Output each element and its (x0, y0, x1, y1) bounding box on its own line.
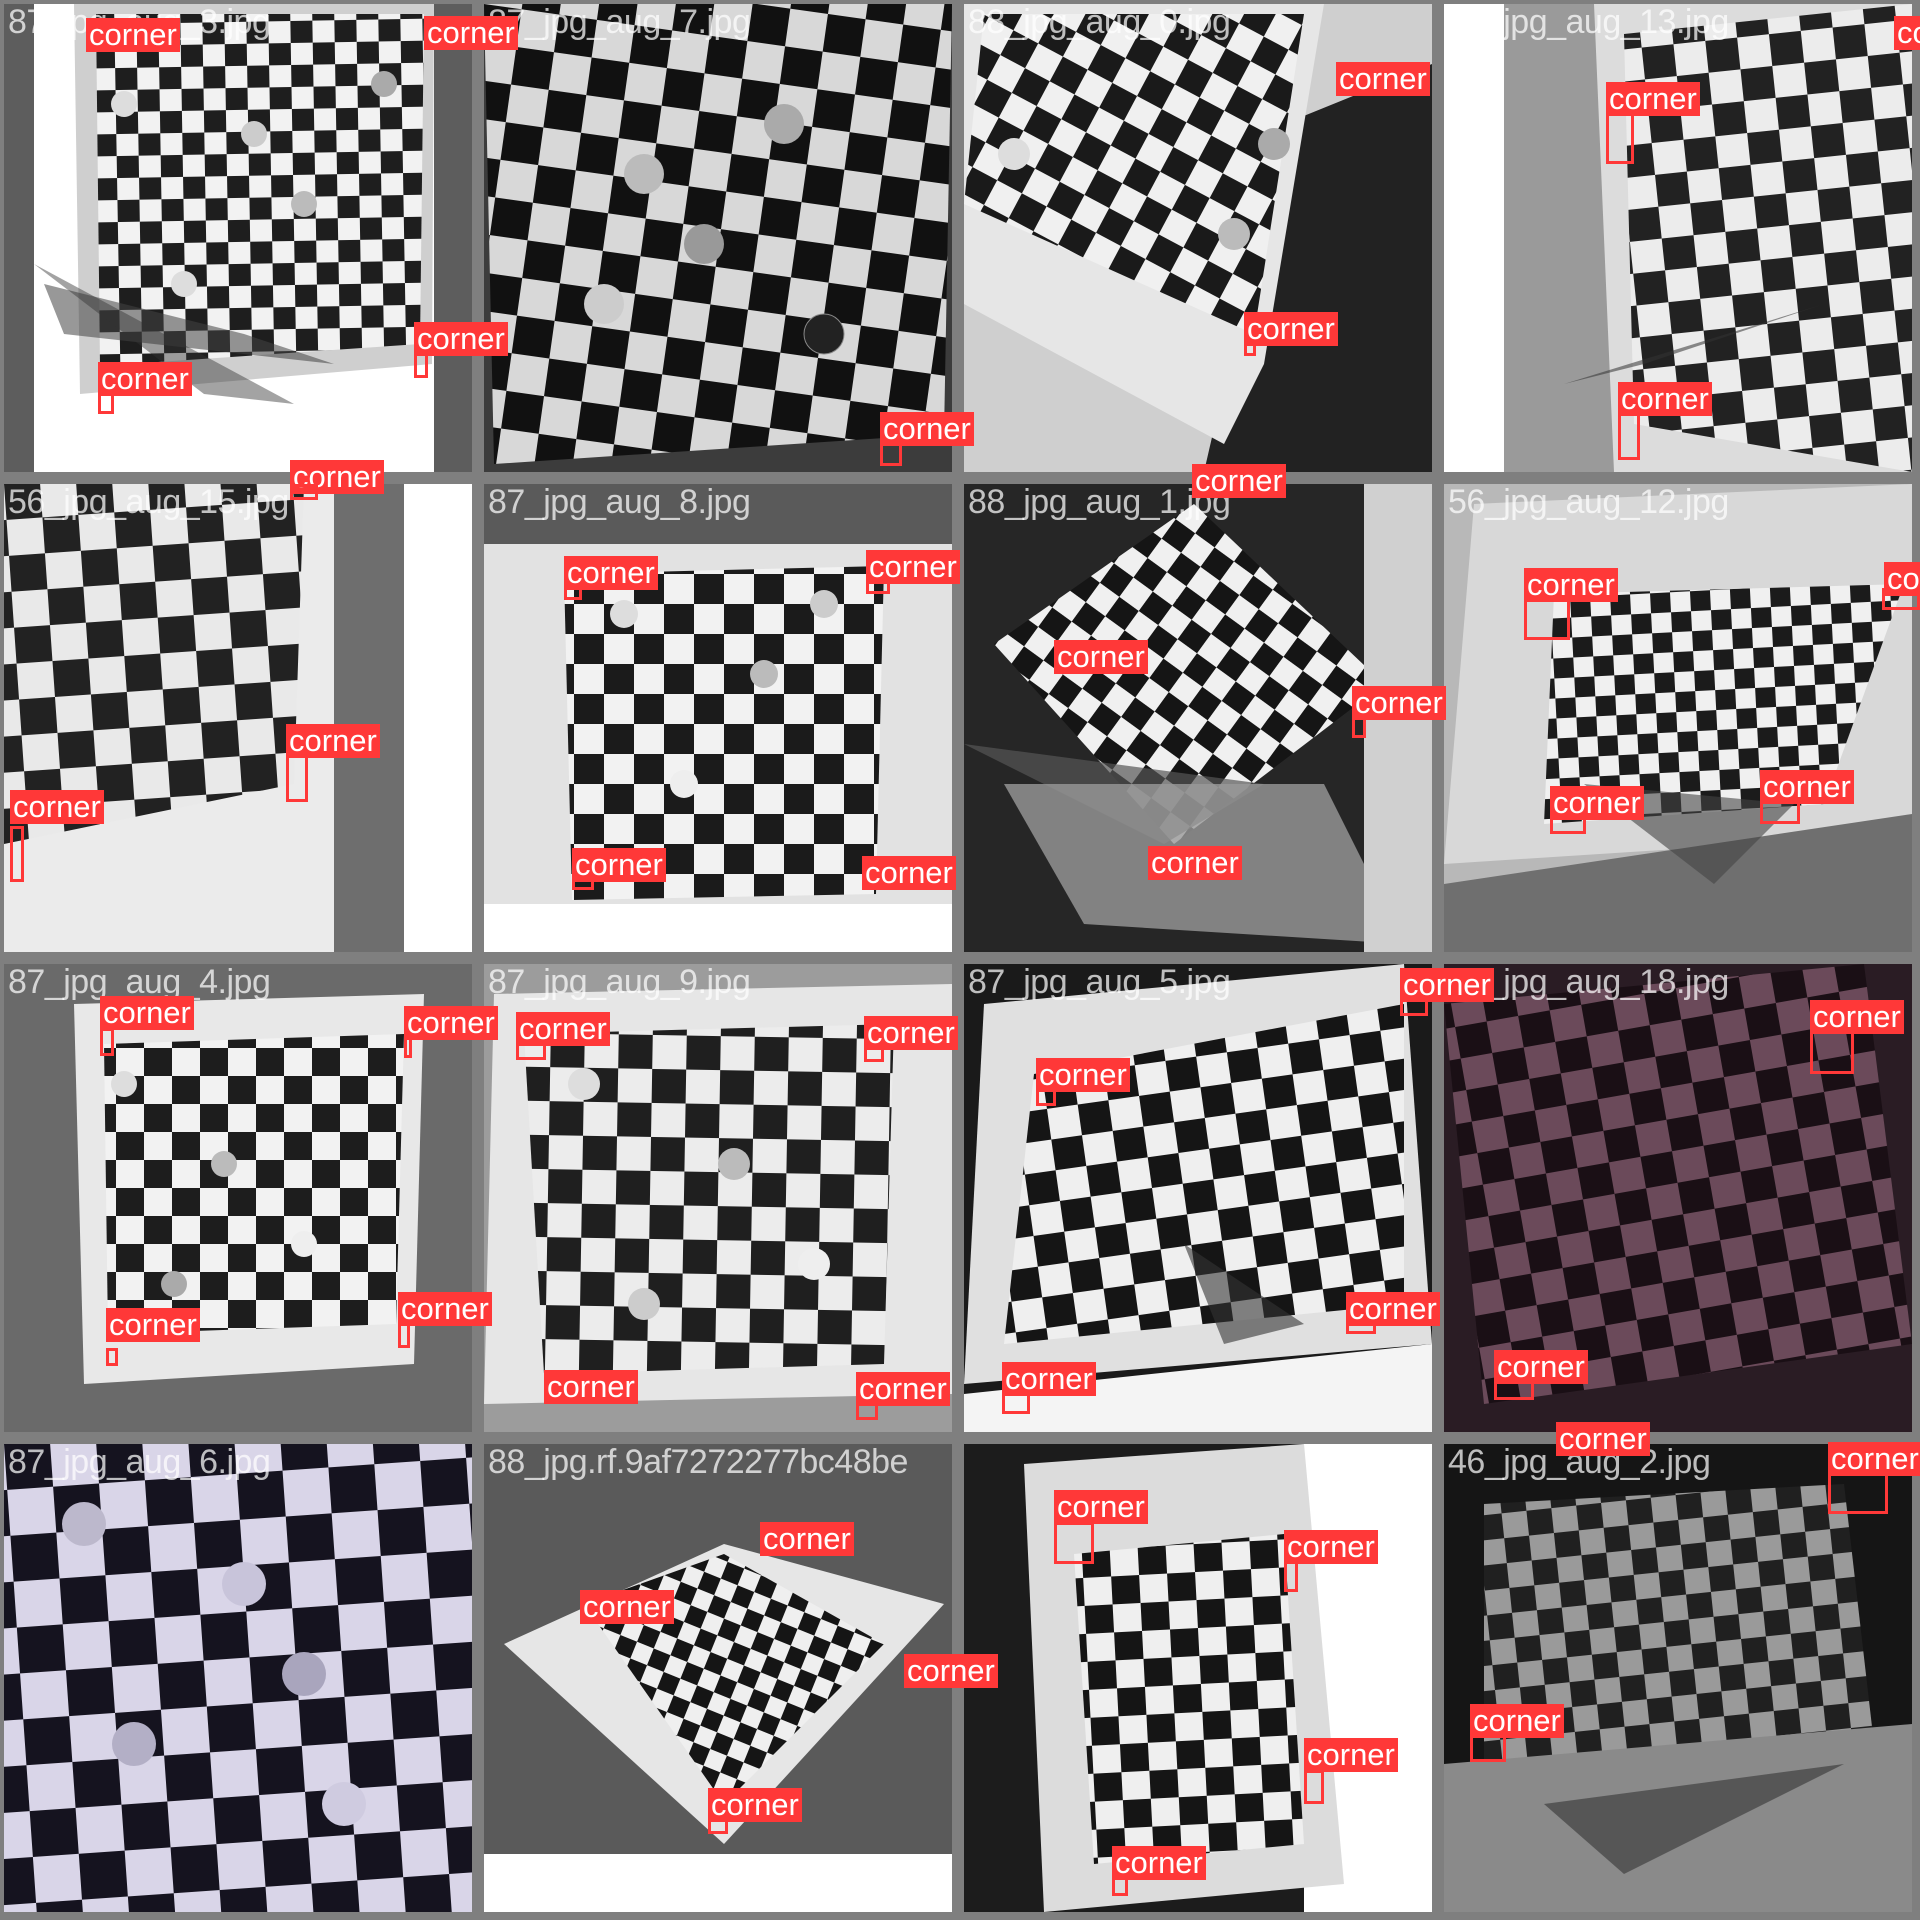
tile-4: 56_jpg_aug_13.jpg (1444, 4, 1912, 472)
tile-8-photo (1444, 484, 1912, 952)
tile-1: 87_jpg_aug_3.jpg (4, 4, 472, 472)
tile-3: 88_jpg_aug_0.jpg (964, 4, 1432, 472)
tile-10-photo (484, 964, 952, 1432)
tile-11-photo (964, 964, 1432, 1432)
tile-7-photo (964, 484, 1432, 952)
tile-8: 56_jpg_aug_12.jpg (1444, 484, 1912, 952)
tile-13: 87_jpg_aug_6.jpg (4, 1444, 472, 1912)
tile-6: 87_jpg_aug_8.jpg (484, 484, 952, 952)
tile-5-photo (4, 484, 472, 952)
tile-2: 87_jpg_aug_7.jpg (484, 4, 952, 472)
tile-16-photo (1444, 1444, 1912, 1912)
tile-10: 87_jpg_aug_9.jpg (484, 964, 952, 1432)
tile-15 (964, 1444, 1432, 1912)
tile-12-photo (1444, 964, 1912, 1432)
tile-11: 87_jpg_aug_5.jpg (964, 964, 1432, 1432)
tile-14-photo (484, 1444, 952, 1912)
tile-4-photo (1444, 4, 1912, 472)
tile-3-photo (964, 4, 1432, 472)
tile-7: 88_jpg_aug_1.jpg (964, 484, 1432, 952)
tile-5: 56_jpg_aug_15.jpg (4, 484, 472, 952)
tile-15-photo (964, 1444, 1432, 1912)
tile-9-photo (4, 964, 472, 1432)
tile-13-photo (4, 1444, 472, 1912)
tile-2-photo (484, 4, 952, 472)
tile-9: 87_jpg_aug_4.jpg (4, 964, 472, 1432)
tile-16: 46_jpg_aug_2.jpg (1444, 1444, 1912, 1912)
tile-6-photo (484, 484, 952, 952)
tile-12: 46_jpg_aug_18.jpg (1444, 964, 1912, 1432)
tile-14: 88_jpg.rf.9af7272277bc48be (484, 1444, 952, 1912)
tile-1-photo (4, 4, 472, 472)
